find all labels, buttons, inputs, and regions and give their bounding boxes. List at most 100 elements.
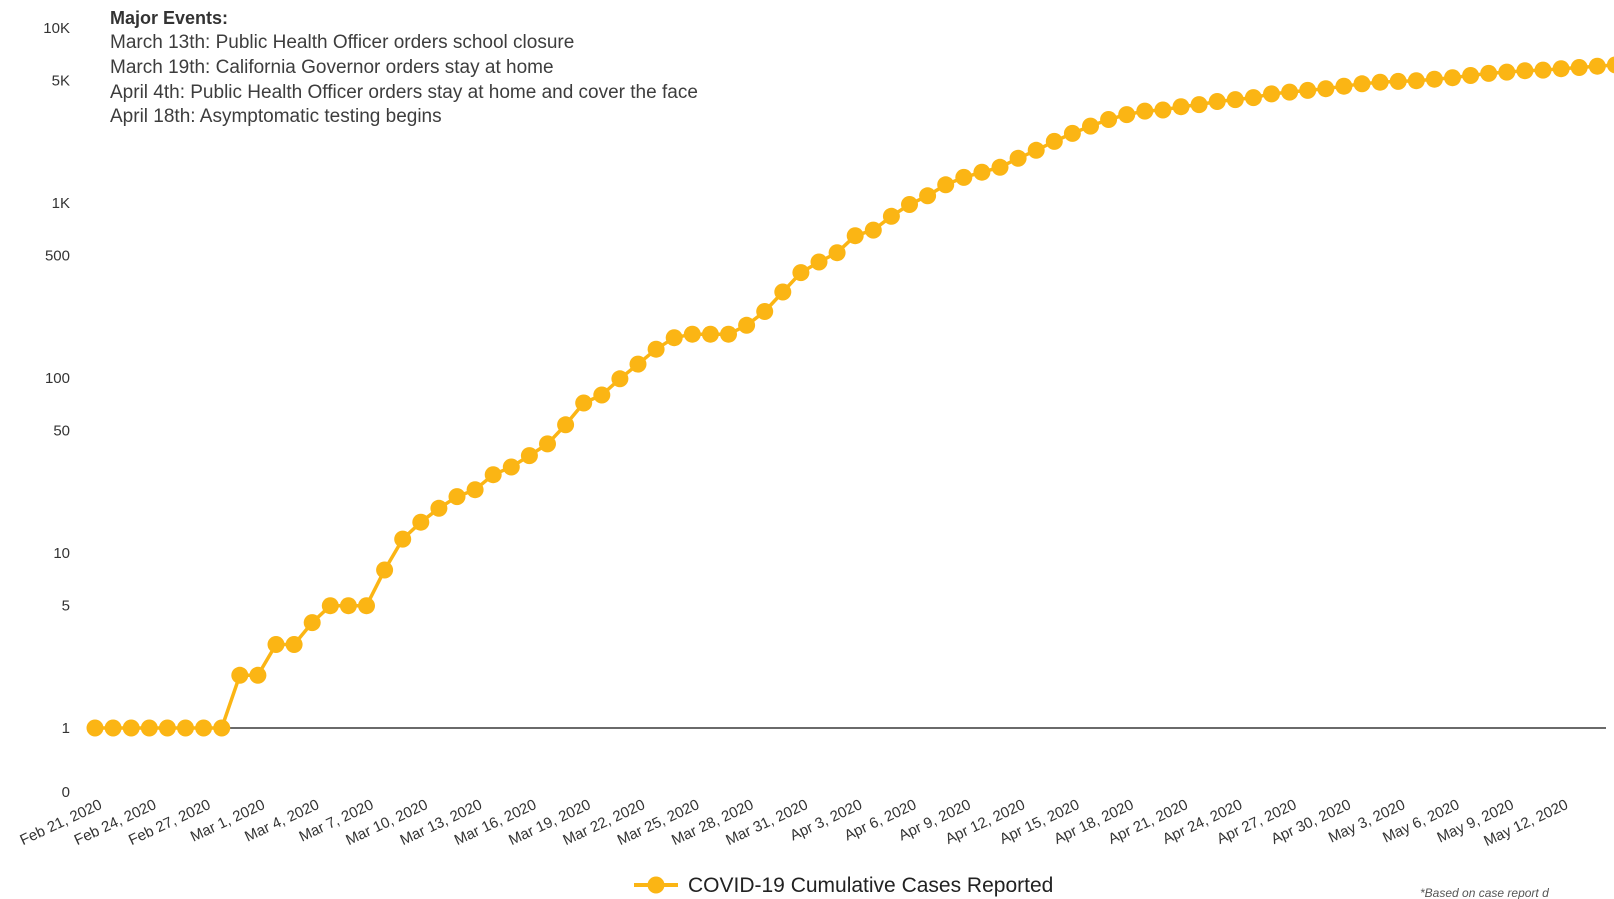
data-point — [285, 636, 303, 653]
data-point — [213, 719, 231, 737]
data-point — [991, 158, 1009, 176]
legend-label: COVID-19 Cumulative Cases Reported — [688, 874, 1053, 897]
annotation-line: April 4th: Public Health Officer orders … — [110, 82, 698, 103]
data-point — [1027, 141, 1045, 159]
legend-marker-icon — [647, 876, 665, 894]
data-point — [1063, 124, 1081, 142]
data-point — [394, 530, 412, 548]
annotation-title: Major Events: — [110, 8, 228, 28]
data-point — [303, 614, 321, 632]
annotation-line: March 19th: California Governor orders s… — [110, 57, 554, 78]
data-point — [1299, 81, 1317, 99]
data-point — [774, 283, 792, 301]
footnote: *Based on case report d — [1420, 886, 1549, 899]
data-point — [701, 325, 719, 343]
data-point — [1480, 64, 1498, 82]
data-point — [1606, 56, 1614, 74]
data-point — [1244, 89, 1262, 107]
data-point — [376, 561, 394, 579]
y-tick-label: 1K — [52, 195, 70, 212]
data-point — [593, 386, 611, 404]
data-point — [466, 481, 484, 499]
data-point — [882, 207, 900, 225]
data-point — [738, 316, 756, 334]
data-point — [1335, 77, 1353, 95]
y-tick-label: 1 — [62, 720, 70, 737]
data-point — [412, 513, 430, 531]
data-point — [267, 636, 285, 653]
data-point — [1353, 75, 1371, 93]
data-point — [195, 719, 213, 737]
data-point — [1425, 70, 1443, 88]
data-point — [249, 666, 267, 684]
data-point — [1281, 83, 1299, 101]
data-point — [339, 597, 357, 615]
data-point — [1172, 98, 1190, 116]
data-point — [665, 329, 683, 347]
y-tick-label: 10 — [53, 545, 70, 562]
data-point — [828, 244, 846, 262]
data-point — [846, 227, 864, 245]
data-point — [557, 416, 575, 434]
data-point — [1263, 85, 1280, 103]
data-point — [321, 597, 339, 615]
data-point — [810, 253, 828, 271]
data-point — [756, 303, 774, 320]
data-point — [104, 719, 122, 737]
series-line — [95, 63, 1614, 730]
y-tick-label: 100 — [45, 370, 70, 387]
data-point — [792, 264, 810, 282]
y-tick-label: 5K — [52, 73, 70, 90]
data-point — [1371, 73, 1389, 91]
data-point — [1516, 62, 1534, 80]
data-point — [1317, 80, 1335, 98]
annotation-line: March 13th: Public Health Officer orders… — [110, 32, 574, 53]
data-point — [683, 325, 701, 343]
data-point — [1552, 60, 1570, 78]
data-point — [1407, 72, 1425, 90]
data-point — [1082, 117, 1099, 135]
data-point — [1208, 93, 1226, 110]
data-point — [539, 435, 556, 453]
data-point — [919, 187, 937, 205]
data-point — [1226, 91, 1244, 109]
data-point — [1570, 59, 1588, 76]
data-point — [937, 176, 955, 194]
data-point — [647, 340, 665, 358]
data-point — [864, 221, 882, 239]
data-point — [1389, 72, 1407, 90]
data-point — [1534, 61, 1552, 79]
y-tick-label: 500 — [45, 248, 70, 265]
data-point — [231, 666, 249, 684]
data-point — [1190, 96, 1208, 114]
data-point — [484, 466, 502, 484]
annotation-box: Major Events: March 13th: Public Health … — [110, 8, 698, 127]
data-point — [430, 499, 448, 517]
data-point — [1498, 63, 1516, 81]
data-point — [720, 325, 737, 343]
series-layer — [86, 56, 1614, 737]
data-point — [502, 458, 520, 476]
data-point — [122, 719, 140, 737]
data-point — [1462, 67, 1480, 84]
data-point — [955, 168, 973, 186]
data-point — [629, 355, 647, 373]
data-point — [158, 719, 176, 737]
data-point — [1100, 111, 1118, 128]
data-point — [1154, 101, 1172, 119]
y-tick-label: 5 — [62, 598, 70, 615]
y-tick-label: 50 — [53, 423, 70, 440]
legend: COVID-19 Cumulative Cases Reported — [634, 874, 1053, 897]
data-point — [448, 488, 466, 506]
data-point — [575, 394, 593, 412]
data-point — [611, 370, 629, 388]
data-point — [86, 719, 104, 737]
data-point — [1045, 132, 1063, 150]
data-point — [1588, 57, 1606, 75]
data-point — [358, 597, 375, 615]
data-point — [973, 163, 991, 181]
annotation-line: April 18th: Asymptomatic testing begins — [110, 106, 442, 127]
